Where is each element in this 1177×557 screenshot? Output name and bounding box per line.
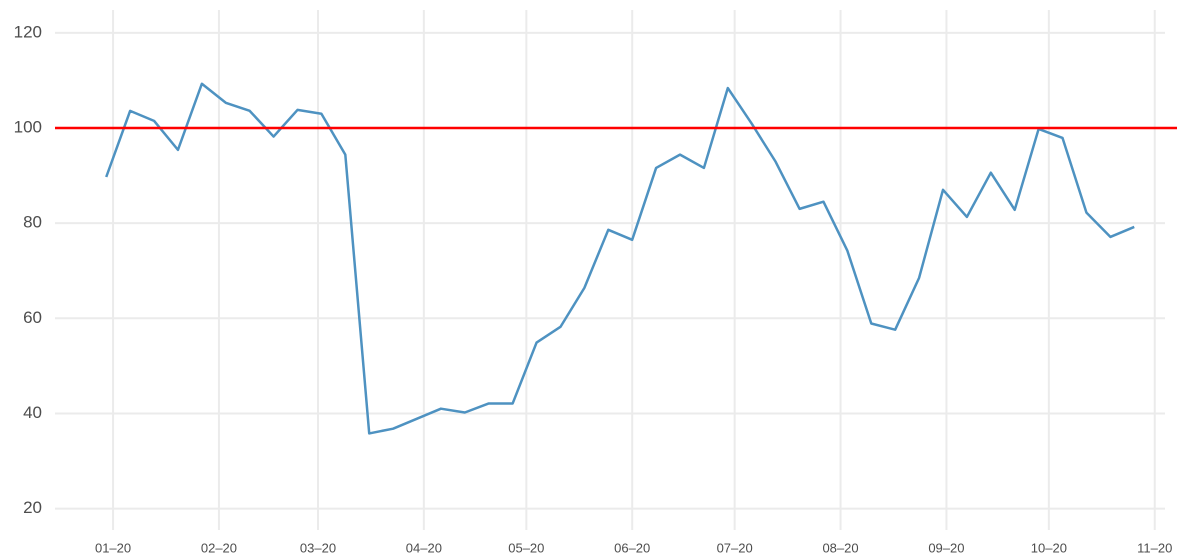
x-tick-label: 05–20 xyxy=(508,540,544,555)
x-tick-label: 09–20 xyxy=(928,540,964,555)
y-tick-label: 100 xyxy=(14,117,42,136)
data-line xyxy=(105,82,1135,435)
x-tick-label: 08–20 xyxy=(822,540,858,555)
x-tick-label: 04–20 xyxy=(406,540,442,555)
y-tick-label: 40 xyxy=(23,403,42,422)
y-tick-label: 60 xyxy=(23,308,42,327)
y-tick-label: 80 xyxy=(23,213,42,232)
x-tick-label: 11–20 xyxy=(1137,540,1172,555)
y-tick-label: 120 xyxy=(14,22,42,41)
x-tick-label: 01–20 xyxy=(95,540,131,555)
y-tick-label: 20 xyxy=(23,498,42,517)
x-tick-label: 07–20 xyxy=(717,540,753,555)
x-tick-label: 10–20 xyxy=(1031,540,1067,555)
x-tick-label: 03–20 xyxy=(300,540,336,555)
x-tick-label: 02–20 xyxy=(201,540,237,555)
x-tick-label: 06–20 xyxy=(614,540,650,555)
